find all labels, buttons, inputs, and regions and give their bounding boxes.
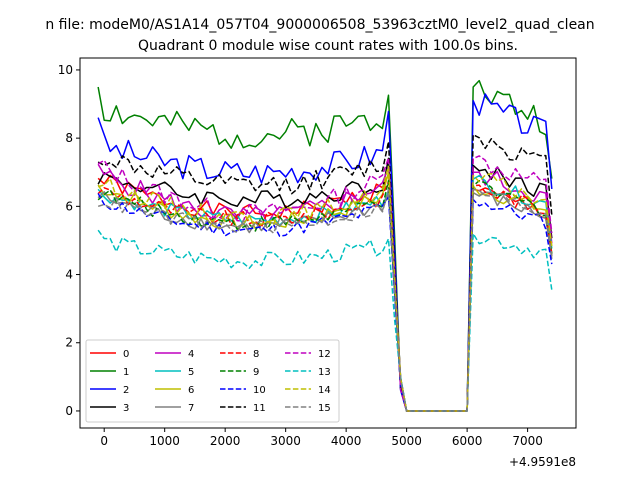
legend-label-11: 11 <box>253 403 266 414</box>
legend-label-3: 3 <box>123 403 129 414</box>
legend-label-0: 0 <box>123 349 129 360</box>
x-tick-label: 7000 <box>512 434 543 448</box>
x-tick-label: 2000 <box>210 434 241 448</box>
x-offset-text: +4.9591e8 <box>509 455 576 469</box>
y-tick-label: 4 <box>65 268 73 282</box>
x-tick-label: 6000 <box>452 434 483 448</box>
y-tick-label: 6 <box>65 199 73 213</box>
x-tick-label: 1000 <box>149 434 180 448</box>
series-line-3 <box>97 157 553 412</box>
series-line-1 <box>97 79 553 412</box>
y-tick-label: 2 <box>65 336 73 350</box>
legend-label-4: 4 <box>188 349 194 360</box>
chart-title: Quadrant 0 module wise count rates with … <box>138 38 518 54</box>
series-line-9 <box>97 179 553 412</box>
series-line-5 <box>97 174 553 412</box>
x-tick-label: 0 <box>100 434 108 448</box>
legend-label-10: 10 <box>253 385 266 396</box>
legend-label-15: 15 <box>318 403 331 414</box>
x-axis: 0 1000 2000 3000 4000 5000 6000 7000 <box>100 428 543 448</box>
legend-label-9: 9 <box>253 367 259 378</box>
y-tick-label: 10 <box>58 63 73 77</box>
x-tick-label: 5000 <box>391 434 422 448</box>
x-tick-label: 4000 <box>331 434 362 448</box>
series-line-12 <box>97 155 553 412</box>
series-line-2 <box>97 93 553 412</box>
legend-label-12: 12 <box>318 349 331 360</box>
y-tick-label: 0 <box>65 404 73 418</box>
series-layer <box>97 79 553 412</box>
y-tick-label: 8 <box>65 131 73 145</box>
legend-label-5: 5 <box>188 367 194 378</box>
series-line-11 <box>97 133 553 412</box>
legend-label-2: 2 <box>123 385 129 396</box>
legend-label-1: 1 <box>123 367 129 378</box>
x-tick-label: 3000 <box>270 434 301 448</box>
series-line-14 <box>97 165 553 412</box>
series-line-6 <box>97 172 553 412</box>
legend-label-13: 13 <box>318 367 331 378</box>
legend-label-6: 6 <box>188 385 194 396</box>
y-axis: 0 2 4 6 8 10 <box>58 63 80 418</box>
legend-label-8: 8 <box>253 349 259 360</box>
chart-suptitle: n file: modeM0/AS1A14_057T04_9000006508_… <box>45 17 594 33</box>
series-line-10 <box>97 193 553 412</box>
legend-label-7: 7 <box>188 403 194 414</box>
legend-label-14: 14 <box>318 385 331 396</box>
series-line-13 <box>97 229 553 412</box>
legend-box <box>85 339 340 423</box>
axes-frame <box>79 57 577 429</box>
